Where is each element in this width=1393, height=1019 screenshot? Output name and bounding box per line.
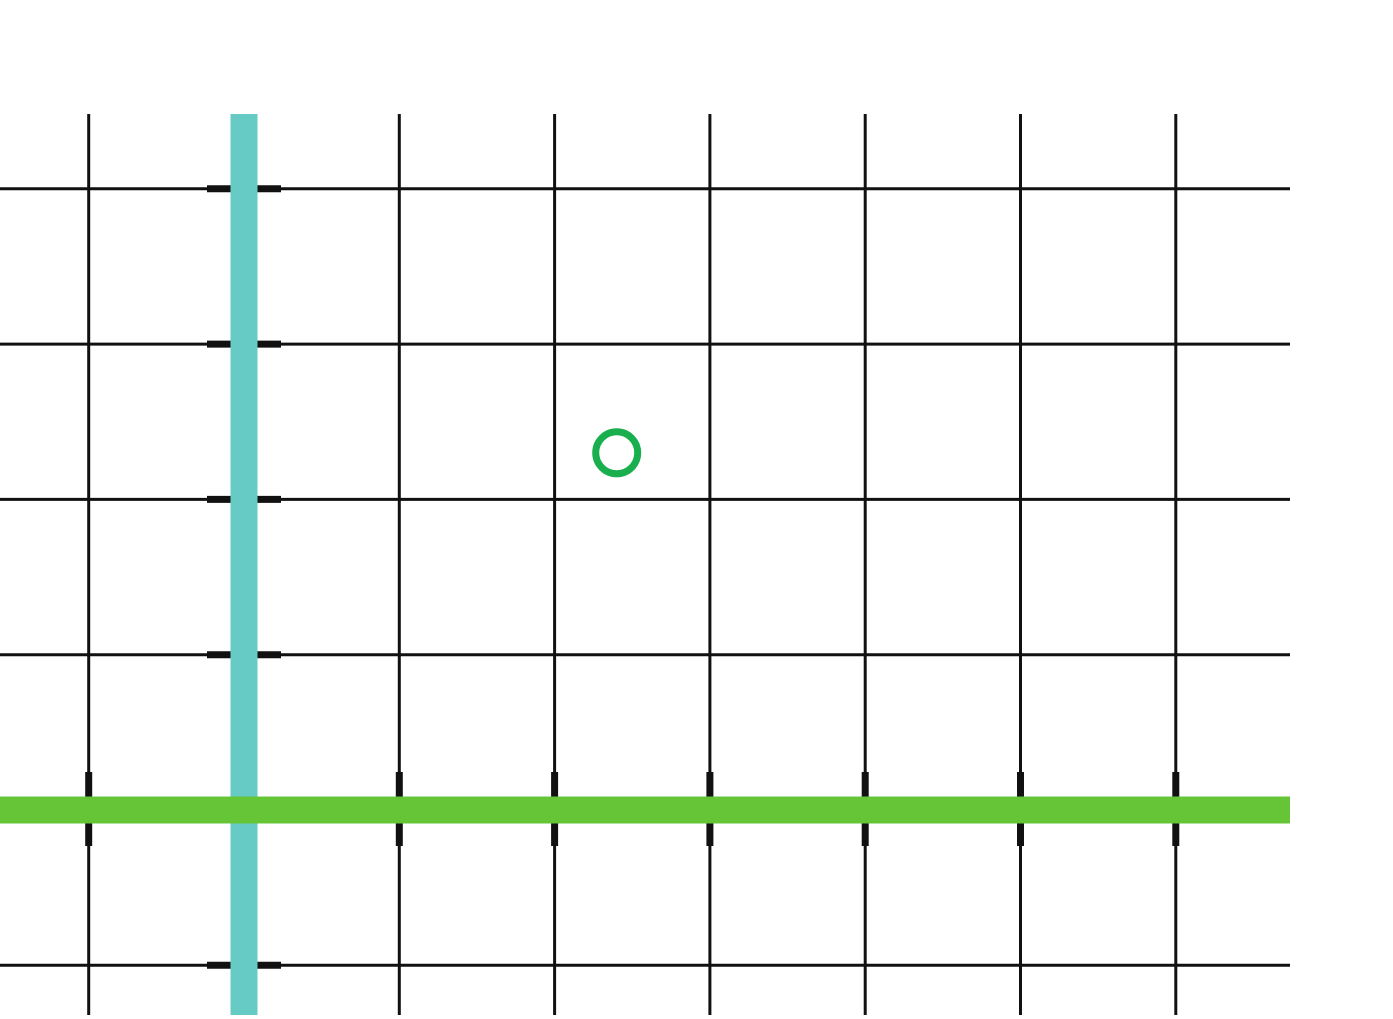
plotted-point xyxy=(592,428,642,478)
